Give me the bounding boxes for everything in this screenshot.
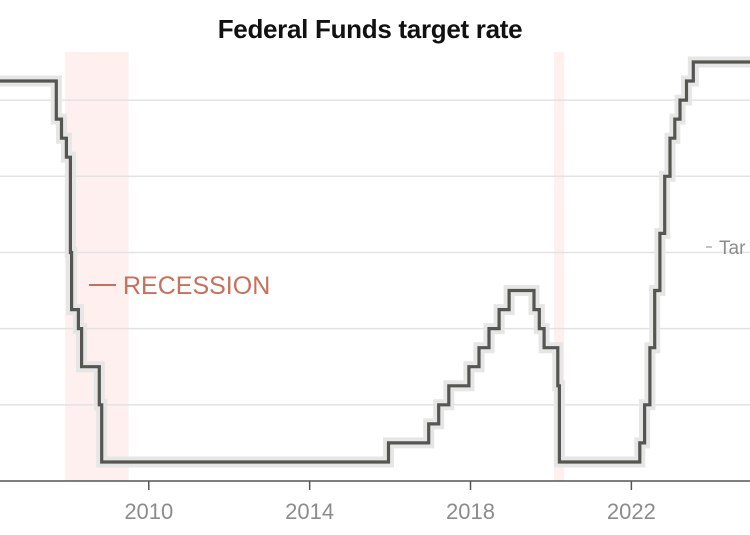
x-tick-label: 2022: [607, 499, 656, 524]
series-line: [0, 60, 750, 464]
x-tick-label: 2010: [124, 499, 173, 524]
target-series-label: Tar: [719, 238, 746, 259]
chart-title: Federal Funds target rate: [217, 14, 523, 44]
x-tick-label: 2018: [446, 499, 495, 524]
gridlines: [0, 99, 750, 406]
recession-band: [554, 52, 565, 481]
recession-bands: [65, 52, 565, 481]
annotations: RECESSION Tar: [89, 238, 746, 300]
recession-legend-label: RECESSION: [123, 272, 270, 300]
x-tick-label: 2014: [285, 499, 334, 524]
series-layer: [0, 56, 750, 468]
x-axis-ticks: 2010 2014 2018 2022: [124, 481, 656, 524]
